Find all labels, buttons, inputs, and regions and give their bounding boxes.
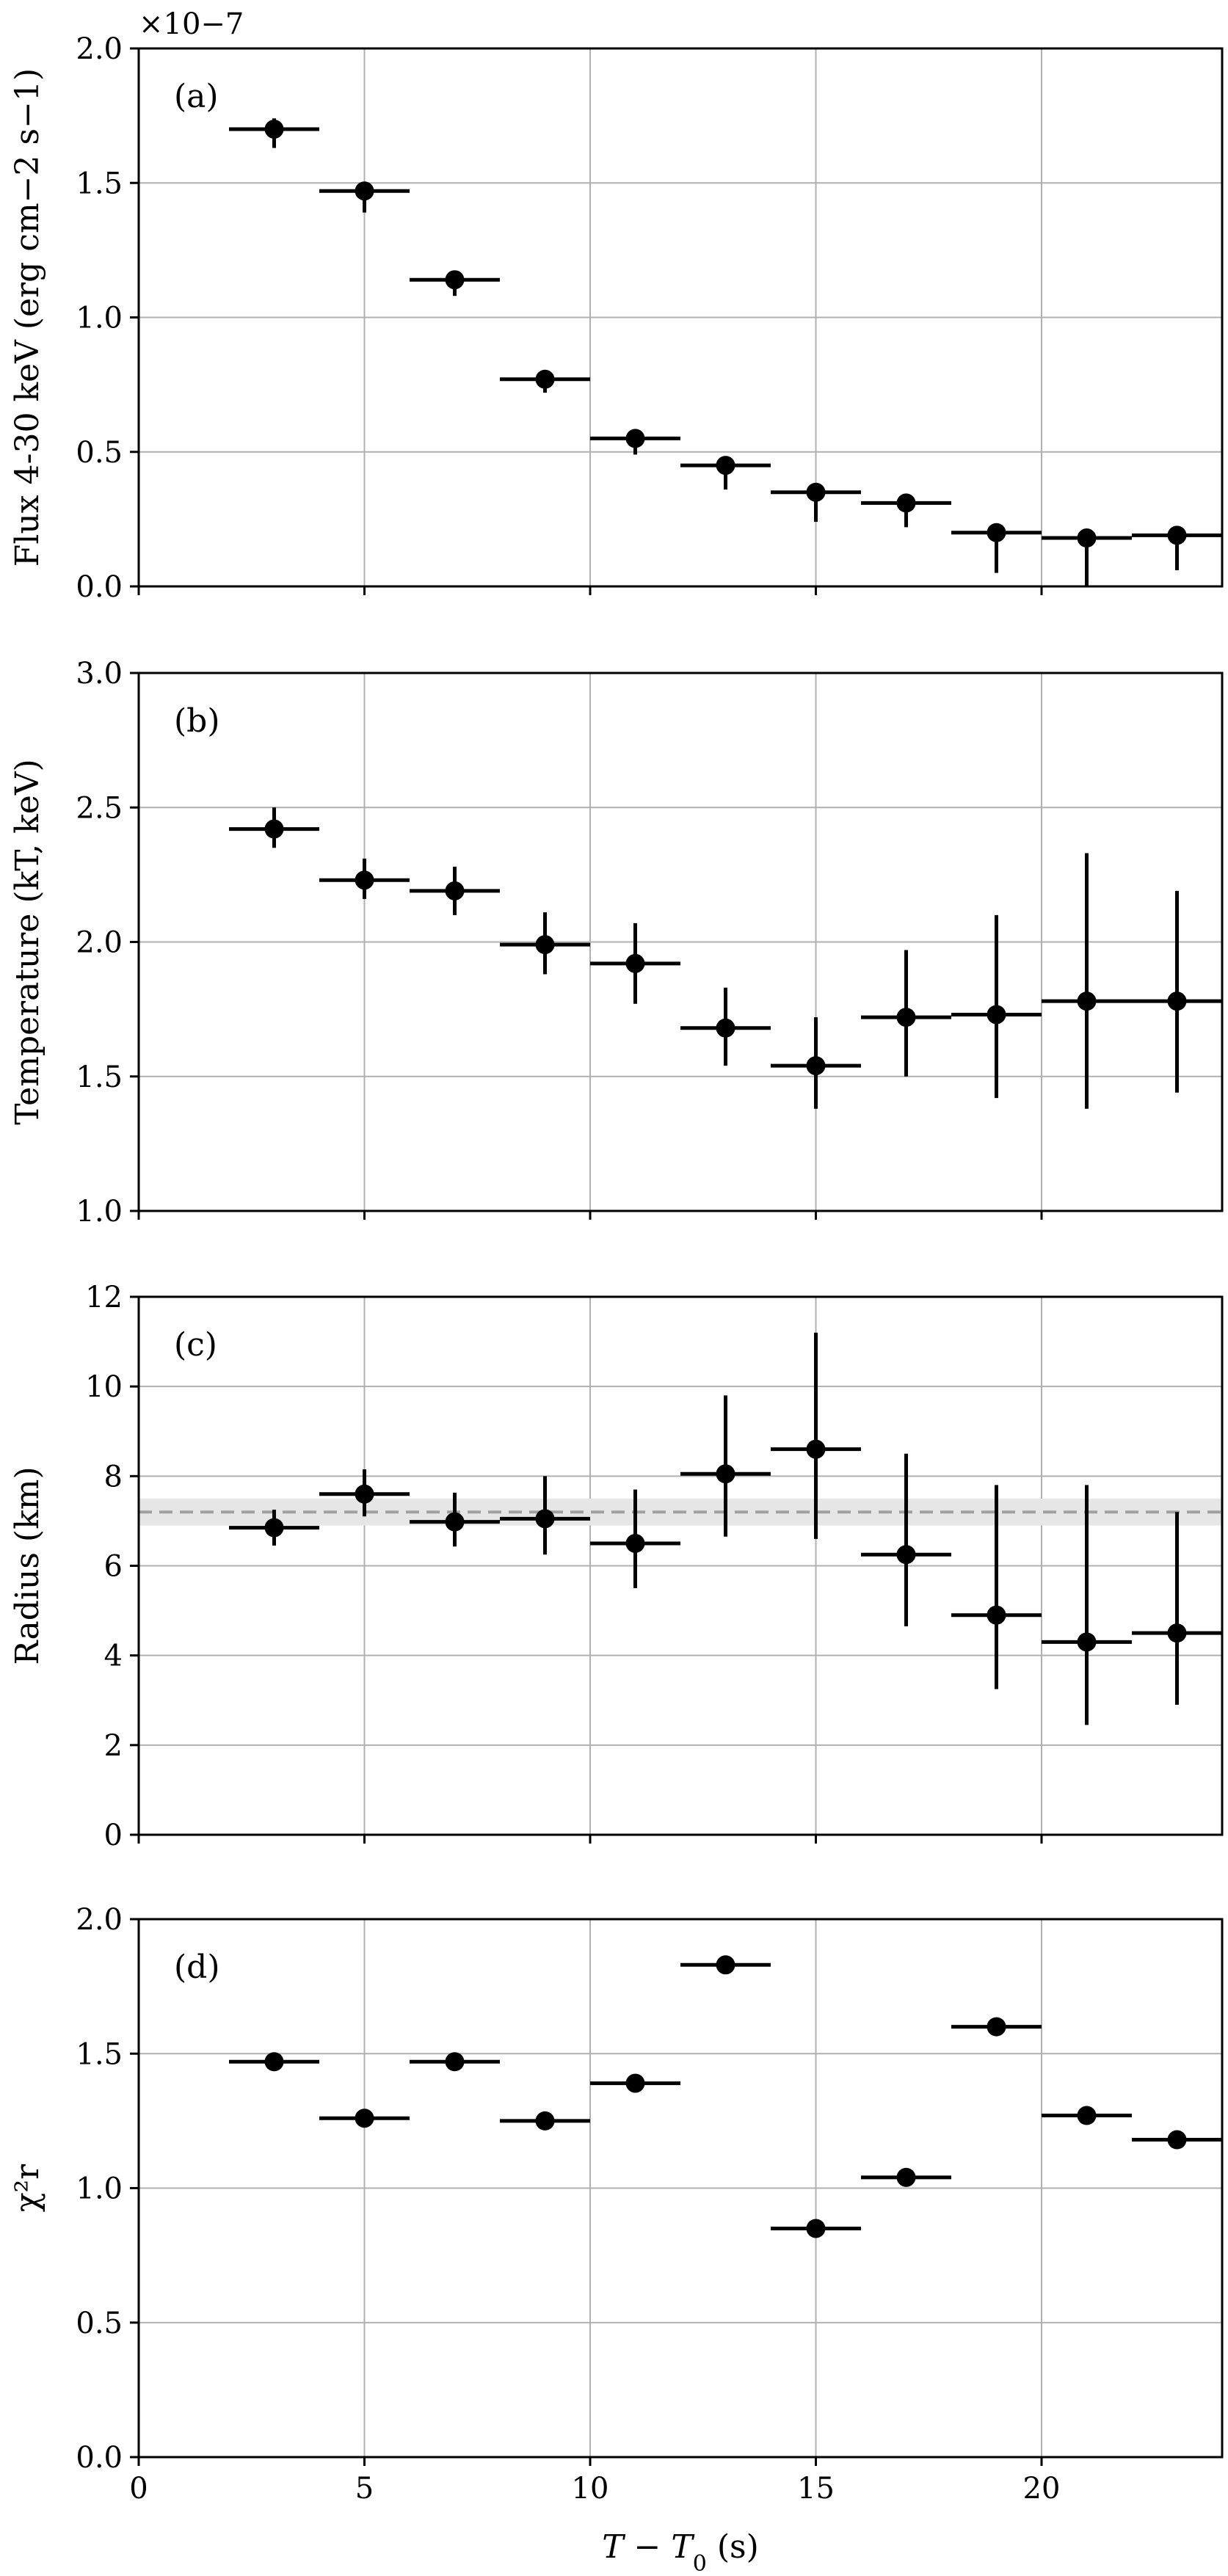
data-point xyxy=(445,881,465,900)
data-point xyxy=(1077,528,1097,548)
data-point xyxy=(355,1484,374,1504)
data-point xyxy=(264,819,284,839)
y-tick-label: 1.0 xyxy=(76,302,123,335)
data-point xyxy=(625,429,645,448)
panel-a: 0.0 0.5 1.0 1.5 2.0 (a) ×10−7 Flux 4-30 keV (er… xyxy=(9,7,1224,604)
data-point xyxy=(1077,2106,1097,2125)
data-point xyxy=(1167,2130,1187,2150)
y-axis-label: χ²r xyxy=(9,2164,46,2212)
y-axis-label: Flux 4-30 keV (erg cm−2 s−1) xyxy=(9,68,46,567)
panel-b: 1.0 1.5 2.0 2.5 3.0 (b) Temperature (kT, keV) xyxy=(9,657,1224,1229)
data-point xyxy=(625,2073,645,2093)
y-tick-label: 8 xyxy=(104,1460,123,1493)
y-tick-label: 6 xyxy=(104,1550,123,1584)
y-tick-label: 1.5 xyxy=(76,1060,123,1094)
data-point xyxy=(625,953,645,973)
x-tick-label: 0 xyxy=(129,2472,148,2506)
y-axis-label: Temperature (kT, keV) xyxy=(9,759,46,1125)
data-point xyxy=(1167,1623,1187,1643)
x-axis-label: T − T0 (s) xyxy=(602,2528,759,2576)
data-point xyxy=(535,1509,555,1529)
y-tick-label: 0 xyxy=(104,1819,123,1852)
data-point xyxy=(1167,992,1187,1011)
data-point xyxy=(896,1545,916,1565)
data-point xyxy=(806,482,826,502)
data-point xyxy=(987,2017,1006,2037)
data-point xyxy=(987,1605,1006,1625)
data-point xyxy=(445,270,465,290)
data-point xyxy=(355,870,374,890)
data-point xyxy=(355,2109,374,2128)
data-point xyxy=(716,1955,735,1975)
data-point xyxy=(806,2219,826,2238)
data-point xyxy=(264,1518,284,1538)
y-tick-label: 0.5 xyxy=(76,436,123,470)
data-point xyxy=(716,1018,735,1038)
data-point xyxy=(987,523,1006,542)
x-axis-label-sub: 0 xyxy=(693,2551,707,2576)
data-point xyxy=(806,1439,826,1459)
y-tick-label: 1.5 xyxy=(76,2037,123,2071)
y-tick-label: 1.0 xyxy=(76,2172,123,2206)
data-point xyxy=(264,2052,284,2072)
y-tick-label: 10 xyxy=(85,1370,123,1404)
data-point xyxy=(987,1005,1006,1025)
y-tick-label: 4 xyxy=(104,1640,123,1673)
data-point xyxy=(716,1464,735,1484)
data-point xyxy=(535,935,555,955)
y-tick-label: 2.0 xyxy=(76,32,123,66)
data-point xyxy=(806,1056,826,1076)
y-tick-label: 3.0 xyxy=(76,657,123,691)
panel-label: (d) xyxy=(174,1949,220,1986)
panel-c: 0 2 4 6 8 10 12 (c) Radius (km) xyxy=(9,1281,1224,1852)
y-tick-label: 12 xyxy=(85,1281,123,1314)
y-tick-label: 2.0 xyxy=(76,1903,123,1937)
panel-label: (a) xyxy=(174,78,219,115)
x-axis-label-unit: (s) xyxy=(707,2528,759,2566)
data-point xyxy=(1077,992,1097,1011)
x-tick-label: 15 xyxy=(797,2472,835,2506)
x-tick-label: 5 xyxy=(355,2472,374,2506)
data-point xyxy=(535,2111,555,2131)
data-point xyxy=(1077,1632,1097,1652)
data-point xyxy=(716,456,735,476)
y-tick-label: 0.0 xyxy=(76,570,123,604)
y-tick-label: 0.5 xyxy=(76,2307,123,2340)
y-offset-label: ×10−7 xyxy=(139,7,244,41)
data-point xyxy=(1167,525,1187,545)
panel-label: (b) xyxy=(174,702,220,740)
y-tick-label: 2 xyxy=(104,1729,123,1763)
y-tick-label: 2.5 xyxy=(76,791,123,825)
data-point xyxy=(896,1008,916,1027)
data-point xyxy=(535,369,555,389)
y-tick-label: 0.0 xyxy=(76,2441,123,2475)
x-tick-label: 20 xyxy=(1023,2472,1061,2506)
panel-d: 0.0 0.5 1.0 1.5 2.0 0 5 10 15 20 (d) χ²r xyxy=(9,1903,1224,2506)
y-tick-label: 1.5 xyxy=(76,167,123,200)
panel-label: (c) xyxy=(174,1326,217,1364)
y-tick-label: 2.0 xyxy=(76,926,123,960)
data-point xyxy=(355,181,374,201)
data-point xyxy=(264,119,284,139)
data-point xyxy=(445,2052,465,2072)
y-axis-label: Radius (km) xyxy=(9,1466,46,1664)
data-point xyxy=(896,493,916,513)
data-point xyxy=(896,2167,916,2187)
x-tick-label: 10 xyxy=(572,2472,609,2506)
data-point xyxy=(445,1512,465,1532)
y-tick-label: 1.0 xyxy=(76,1195,123,1229)
panels: 0.0 0.5 1.0 1.5 2.0 (a) ×10−7 Flux 4-30 keV (er… xyxy=(9,7,1224,2506)
x-axis-label-main: T − T xyxy=(602,2528,695,2566)
data-point xyxy=(625,1533,645,1553)
